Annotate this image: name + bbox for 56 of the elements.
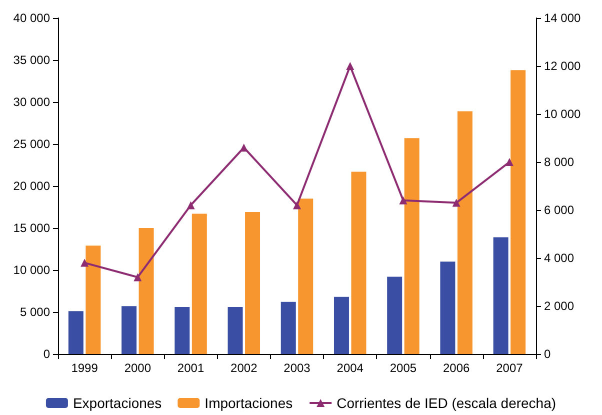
y-tick-label: 20 000: [13, 179, 50, 193]
bar: [280, 302, 296, 354]
legend-label: Corrientes de IED (escala derecha): [336, 395, 556, 411]
bar: [192, 214, 207, 354]
bar: [510, 70, 526, 354]
y-tick-label: 35 000: [13, 53, 50, 67]
point: [505, 158, 514, 166]
point: [452, 198, 460, 207]
y-tick-label: 10 000: [13, 263, 50, 277]
point: [186, 201, 195, 210]
y2-tick-label: 0: [544, 347, 551, 361]
y-tick-label: 40 000: [13, 11, 50, 25]
x-tick-label: 2000: [124, 361, 152, 375]
point: [80, 258, 89, 267]
x-tick-label: 2002: [230, 361, 258, 375]
y2-tick-label: 6 000: [544, 203, 574, 217]
y-tick-label: 25 000: [13, 137, 50, 151]
bar: [68, 311, 84, 354]
point: [399, 196, 408, 204]
x-tick-label: 2005: [390, 361, 417, 375]
legend-label: Exportaciones: [72, 395, 162, 411]
bar: [440, 262, 456, 354]
x-tick-label: 2004: [336, 361, 364, 375]
y-tick-label: 15 000: [13, 221, 50, 235]
bar: [404, 138, 420, 354]
x-tick-label: 2001: [177, 361, 204, 375]
x-tick-label: 1999: [71, 361, 98, 375]
bar: [138, 228, 154, 354]
y-tick-label: 0: [43, 347, 50, 361]
bar: [351, 172, 366, 354]
y2-tick-label: 4 000: [544, 251, 574, 265]
y2-tick-label: 8 000: [544, 155, 574, 169]
bar: [298, 198, 314, 354]
bar: [457, 111, 472, 354]
point: [134, 273, 142, 282]
y-tick-label: 30 000: [13, 95, 50, 109]
y2-tick-label: 10 000: [544, 107, 582, 121]
point: [293, 201, 301, 210]
bar: [174, 306, 190, 354]
bar: [245, 212, 260, 354]
y2-tick-label: 2 000: [544, 299, 574, 313]
bar: [86, 246, 101, 354]
bar: [228, 306, 243, 354]
legend-label: Importaciones: [204, 395, 293, 411]
y2-tick-label: 14 000: [544, 11, 582, 25]
bar: [122, 306, 137, 354]
point: [346, 62, 354, 70]
point: [240, 144, 248, 152]
y-tick-label: 5 000: [20, 305, 50, 319]
x-tick-label: 2007: [496, 361, 524, 375]
y2-tick-label: 12 000: [544, 59, 582, 73]
bar: [334, 296, 349, 354]
bar: [387, 276, 402, 354]
bar: [493, 237, 508, 354]
x-tick-label: 2003: [284, 361, 311, 375]
x-tick-label: 2006: [442, 361, 470, 375]
